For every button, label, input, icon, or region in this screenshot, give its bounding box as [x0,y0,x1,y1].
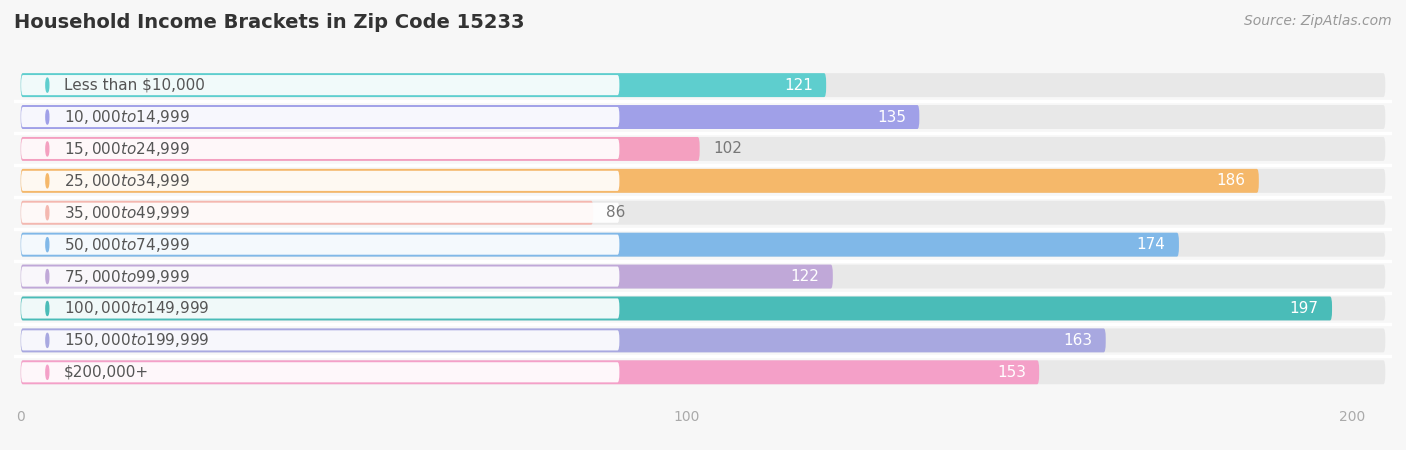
FancyBboxPatch shape [21,362,620,382]
FancyBboxPatch shape [21,169,1258,193]
Text: $200,000+: $200,000+ [65,365,149,380]
FancyBboxPatch shape [21,201,1385,225]
Text: $75,000 to $99,999: $75,000 to $99,999 [65,268,190,286]
FancyBboxPatch shape [21,73,827,97]
Text: 121: 121 [785,77,813,93]
Text: 135: 135 [877,109,905,125]
Text: $15,000 to $24,999: $15,000 to $24,999 [65,140,190,158]
Text: 163: 163 [1063,333,1092,348]
FancyBboxPatch shape [21,75,620,95]
FancyBboxPatch shape [21,171,620,191]
Circle shape [46,333,49,347]
FancyBboxPatch shape [21,360,1039,384]
FancyBboxPatch shape [21,105,1385,129]
FancyBboxPatch shape [21,297,1385,320]
Text: $25,000 to $34,999: $25,000 to $34,999 [65,172,190,190]
FancyBboxPatch shape [21,139,620,159]
Text: Source: ZipAtlas.com: Source: ZipAtlas.com [1244,14,1392,27]
Circle shape [46,238,49,252]
FancyBboxPatch shape [21,297,1331,320]
Circle shape [46,142,49,156]
FancyBboxPatch shape [21,330,620,351]
Text: 174: 174 [1136,237,1166,252]
Text: $10,000 to $14,999: $10,000 to $14,999 [65,108,190,126]
FancyBboxPatch shape [21,107,620,127]
FancyBboxPatch shape [21,137,700,161]
FancyBboxPatch shape [21,233,1385,256]
Text: 186: 186 [1216,173,1246,189]
Circle shape [46,365,49,379]
FancyBboxPatch shape [21,265,1385,288]
FancyBboxPatch shape [21,137,1385,161]
Circle shape [46,174,49,188]
FancyBboxPatch shape [21,73,1385,97]
Text: 86: 86 [606,205,626,220]
FancyBboxPatch shape [21,298,620,319]
Text: Household Income Brackets in Zip Code 15233: Household Income Brackets in Zip Code 15… [14,14,524,32]
FancyBboxPatch shape [21,233,1180,256]
FancyBboxPatch shape [21,105,920,129]
FancyBboxPatch shape [21,265,832,288]
Text: $35,000 to $49,999: $35,000 to $49,999 [65,204,190,222]
FancyBboxPatch shape [21,360,1385,384]
Text: Less than $10,000: Less than $10,000 [65,77,205,93]
Text: $100,000 to $149,999: $100,000 to $149,999 [65,300,209,318]
Text: 153: 153 [997,365,1026,380]
Circle shape [46,78,49,92]
Text: 102: 102 [713,141,742,157]
Text: 197: 197 [1289,301,1319,316]
FancyBboxPatch shape [21,234,620,255]
Circle shape [46,302,49,315]
FancyBboxPatch shape [21,266,620,287]
Circle shape [46,270,49,284]
Text: 122: 122 [790,269,820,284]
Circle shape [46,110,49,124]
FancyBboxPatch shape [21,202,620,223]
FancyBboxPatch shape [21,201,593,225]
FancyBboxPatch shape [21,328,1105,352]
FancyBboxPatch shape [21,169,1385,193]
Text: $50,000 to $74,999: $50,000 to $74,999 [65,236,190,254]
Circle shape [46,206,49,220]
FancyBboxPatch shape [21,328,1385,352]
Text: $150,000 to $199,999: $150,000 to $199,999 [65,331,209,349]
